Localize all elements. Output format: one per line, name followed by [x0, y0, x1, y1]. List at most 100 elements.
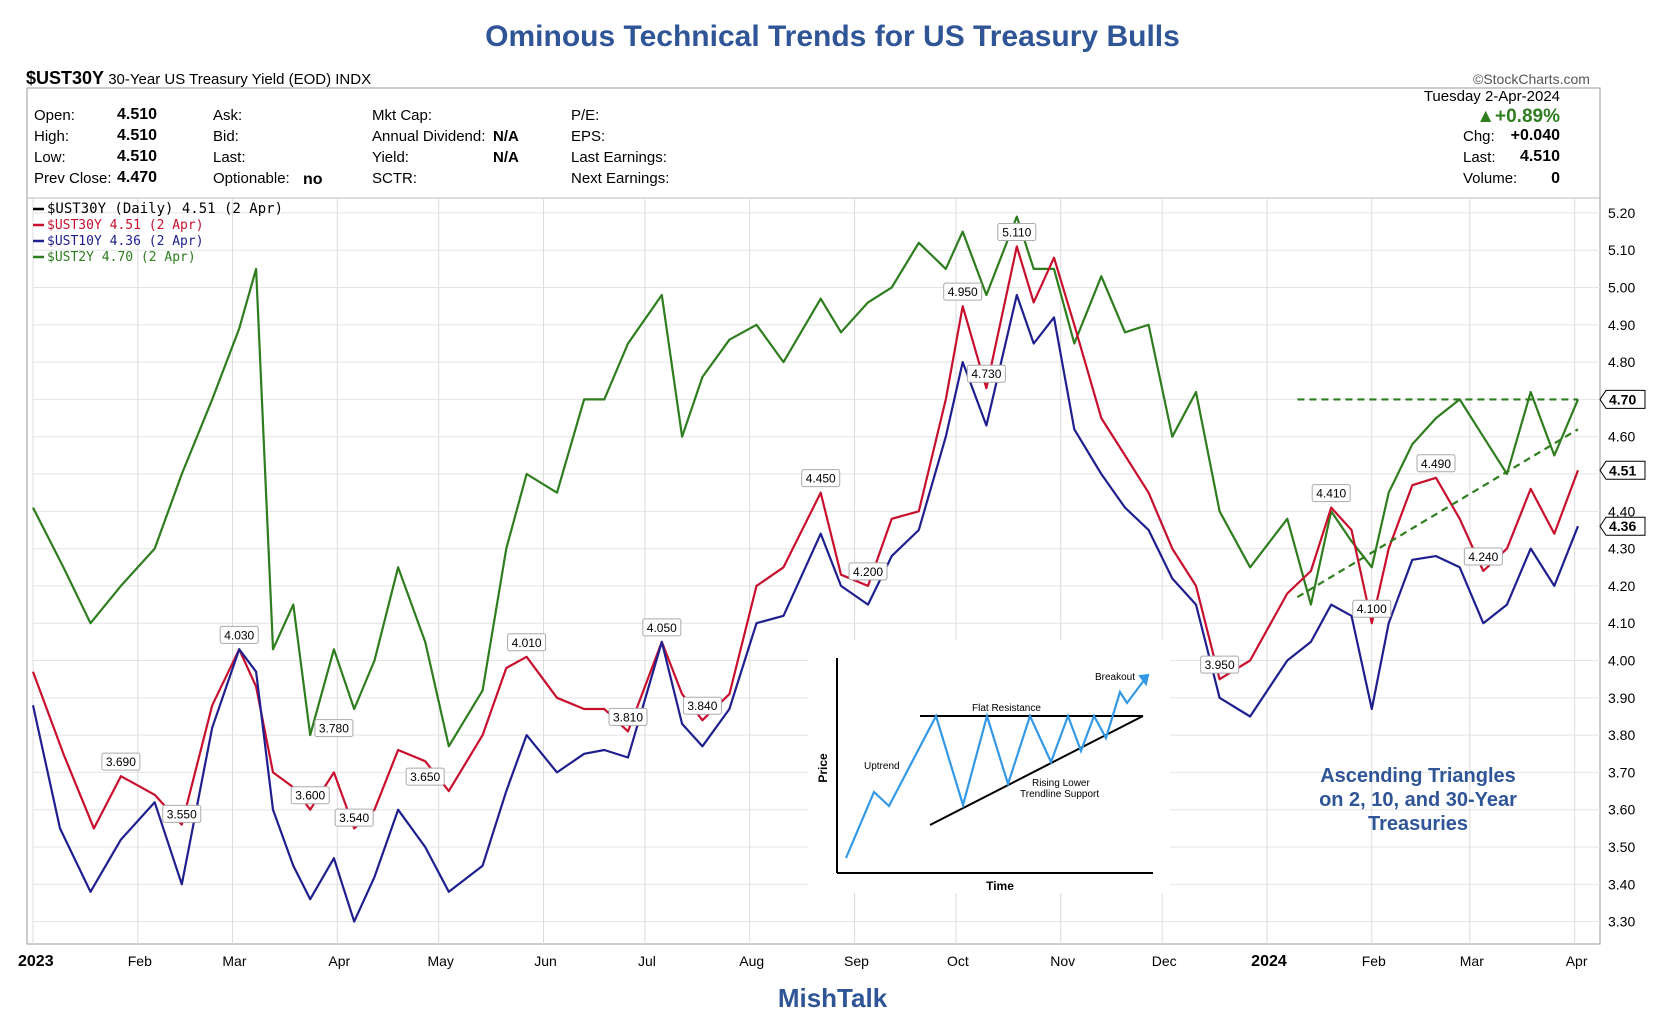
data-label-text: 5.110	[1002, 225, 1031, 239]
data-label-text: 3.840	[687, 699, 717, 713]
legend: $UST30Y (Daily) 4.51 (2 Apr)$UST30Y 4.51…	[33, 201, 283, 265]
data-label: 4.050	[642, 618, 682, 637]
data-label: 4.100	[1352, 599, 1392, 618]
data-label-text: 3.600	[295, 789, 325, 803]
inset-background	[808, 640, 1170, 893]
data-label-text: 4.050	[647, 621, 677, 635]
data-label: 3.600	[290, 786, 330, 805]
data-label-text: 3.780	[319, 722, 349, 736]
note-line-2: on 2, 10, and 30-Year	[1319, 789, 1517, 811]
end-value-box	[1599, 516, 1646, 536]
data-label: 4.950	[943, 282, 983, 301]
last-earnings-label: Last Earnings:	[571, 149, 667, 166]
low-value: 4.510	[117, 148, 158, 165]
inset-price-path	[844, 674, 1149, 859]
y-tick-label: 4.30	[1608, 541, 1635, 557]
x-tick-label: Apr	[328, 953, 350, 969]
data-label-text: 3.950	[1205, 658, 1235, 672]
x-axis: 2023 Feb Mar Apr May Jun Jul Aug Sep Oct Nov Dec 202…	[18, 953, 1588, 970]
next-earnings-label: Next Earnings:	[571, 170, 670, 187]
mkt-cap-label: Mkt Cap:	[372, 107, 433, 124]
x-tick-label: Feb	[128, 953, 152, 969]
x-tick-label: Jun	[534, 953, 557, 969]
optionable-label: Optionable:	[213, 170, 290, 187]
data-label: 3.780	[314, 719, 354, 738]
last-label: Last:	[213, 149, 246, 166]
y-tick-label: 3.50	[1608, 839, 1635, 855]
y-axis: 3.30 3.40 3.50 3.60 3.70 3.80 3.90 4.00 4.10 4.20…	[1608, 205, 1635, 930]
data-label: 3.550	[162, 804, 202, 823]
data-label-text: 4.100	[1357, 602, 1387, 616]
series-lines	[31, 215, 1580, 923]
x-tick-label: Nov	[1050, 953, 1075, 969]
quote-date: Tuesday 2-Apr-2024	[1423, 88, 1560, 105]
data-label-text: 3.810	[613, 710, 643, 724]
eps-label: EPS:	[571, 128, 606, 145]
data-label-box	[507, 633, 547, 652]
data-label-text: 4.410	[1316, 487, 1346, 501]
x-tick-label: May	[427, 953, 453, 969]
data-label: 3.840	[682, 696, 722, 715]
inset-resistance-label: Flat Resistance	[972, 703, 1041, 714]
data-label-box	[405, 767, 445, 786]
symbol-ticker: $UST30Y	[26, 68, 105, 88]
data-label-text: 4.030	[224, 628, 254, 642]
data-label-box	[1311, 484, 1351, 503]
end-value-text: 4.36	[1609, 518, 1636, 534]
data-label-box	[219, 625, 259, 644]
data-label-text: 4.240	[1468, 550, 1498, 564]
end-labels: 4.70 4.51 4.36	[1599, 389, 1646, 536]
dividend-value: N/A	[493, 128, 519, 145]
inset-breakout-arrow	[1138, 673, 1150, 687]
data-label-box	[608, 707, 648, 726]
data-label-text: 4.490	[1421, 457, 1451, 471]
end-value-box	[1599, 389, 1646, 409]
annotations: 3.690 3.550 4.030 3.600 3.780 3.540 3.650 4.010…	[101, 222, 1503, 827]
y-tick-label: 4.90	[1608, 317, 1635, 333]
x-tick-label: 2023	[18, 953, 54, 970]
data-label-box	[1416, 454, 1456, 473]
chg-label: Chg:	[1463, 128, 1495, 145]
data-label: 4.490	[1416, 454, 1456, 473]
data-label-box	[1200, 655, 1240, 674]
symbol-header: $UST30Y 30-Year US Treasury Yield (EOD) …	[26, 68, 371, 89]
bid-label: Bid:	[213, 128, 239, 145]
page-title: Ominous Technical Trends for US Treasury…	[485, 20, 1180, 53]
y-tick-label: 4.40	[1608, 503, 1635, 519]
x-tick-label: Sep	[844, 953, 869, 969]
low-label: Low:	[34, 149, 66, 166]
ascending-triangles-note: Ascending Triangles on 2, 10, and 30-Yea…	[1319, 765, 1517, 835]
y-tick-label: 4.60	[1608, 429, 1635, 445]
note-line-1: Ascending Triangles	[1320, 765, 1516, 787]
y-tick-label: 4.00	[1608, 653, 1635, 669]
data-label-box	[1352, 599, 1392, 618]
data-label: 4.240	[1463, 547, 1503, 566]
high-label: High:	[34, 128, 70, 145]
data-label: 4.200	[848, 562, 888, 581]
data-label-text: 4.950	[948, 285, 978, 299]
data-label-box	[642, 618, 682, 637]
data-label-text: 4.450	[806, 472, 836, 486]
y-tick-label: 3.60	[1608, 802, 1635, 818]
pe-label: P/E:	[571, 107, 600, 124]
data-label: 3.950	[1200, 655, 1240, 674]
x-tick-label: 2024	[1251, 953, 1287, 970]
end-value-box	[1599, 460, 1646, 480]
data-label-box	[334, 808, 374, 827]
x-tick-label: Oct	[947, 953, 969, 969]
legend-entry: $UST10Y 4.36 (2 Apr)	[47, 234, 204, 249]
open-value: 4.510	[117, 106, 158, 123]
volume-value: 0	[1551, 170, 1560, 187]
data-label: 4.410	[1311, 484, 1351, 503]
data-label-text: 4.010	[512, 636, 542, 650]
data-label-box	[682, 696, 722, 715]
symbol-exchange: INDX	[335, 71, 372, 88]
high-value: 4.510	[117, 127, 158, 144]
last-right-label: Last:	[1463, 149, 1496, 166]
x-tick-label: Mar	[1460, 953, 1484, 969]
data-label: 3.690	[101, 752, 141, 771]
prev-close-value: 4.470	[117, 169, 158, 186]
data-label-text: 3.690	[106, 755, 136, 769]
data-label-box	[966, 364, 1006, 383]
